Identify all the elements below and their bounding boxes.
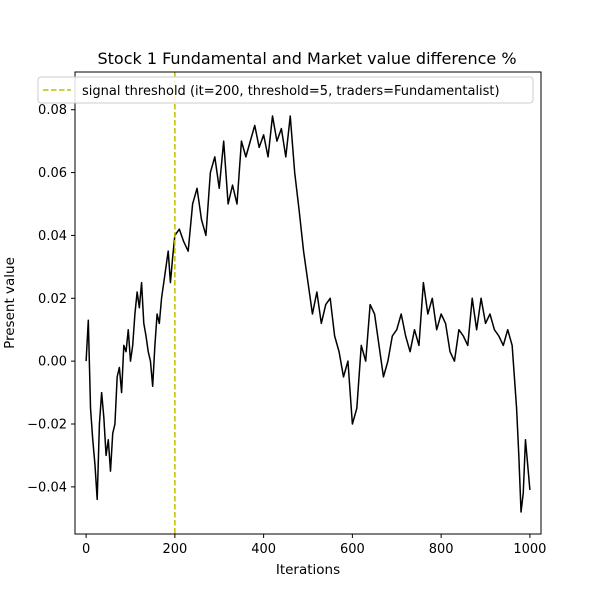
y-tick-label: −0.04 <box>27 480 67 495</box>
chart-title: Stock 1 Fundamental and Market value dif… <box>97 49 516 68</box>
x-tick-label: 1000 <box>513 542 546 557</box>
x-tick-label: 400 <box>251 542 276 557</box>
legend-label-signal-threshold: signal threshold (it=200, threshold=5, t… <box>82 84 500 99</box>
x-axis: 0 200 400 600 800 1000 <box>82 534 546 557</box>
y-axis-label: Present value <box>2 257 18 349</box>
y-tick-label: −0.02 <box>27 418 67 433</box>
y-tick-label: 0.08 <box>38 103 67 118</box>
x-axis-label: Iterations <box>276 562 340 578</box>
legend: signal threshold (it=200, threshold=5, t… <box>37 76 534 104</box>
series-line-1 <box>85 115 531 513</box>
y-tick-label: 0.04 <box>38 229 67 244</box>
x-tick-label: 600 <box>340 542 365 557</box>
y-tick-label: 0.02 <box>38 292 67 307</box>
plot-area <box>85 72 531 534</box>
y-tick-label: 0.00 <box>38 355 67 370</box>
legend-box <box>37 76 534 104</box>
y-tick-label: 0.06 <box>38 166 67 181</box>
x-tick-label: 0 <box>82 542 90 557</box>
y-axis: −0.04 −0.02 0.00 0.02 0.04 0.06 0.08 <box>27 103 75 495</box>
x-tick-label: 800 <box>429 542 454 557</box>
axes-frame <box>74 71 542 535</box>
x-tick-label: 200 <box>162 542 187 557</box>
